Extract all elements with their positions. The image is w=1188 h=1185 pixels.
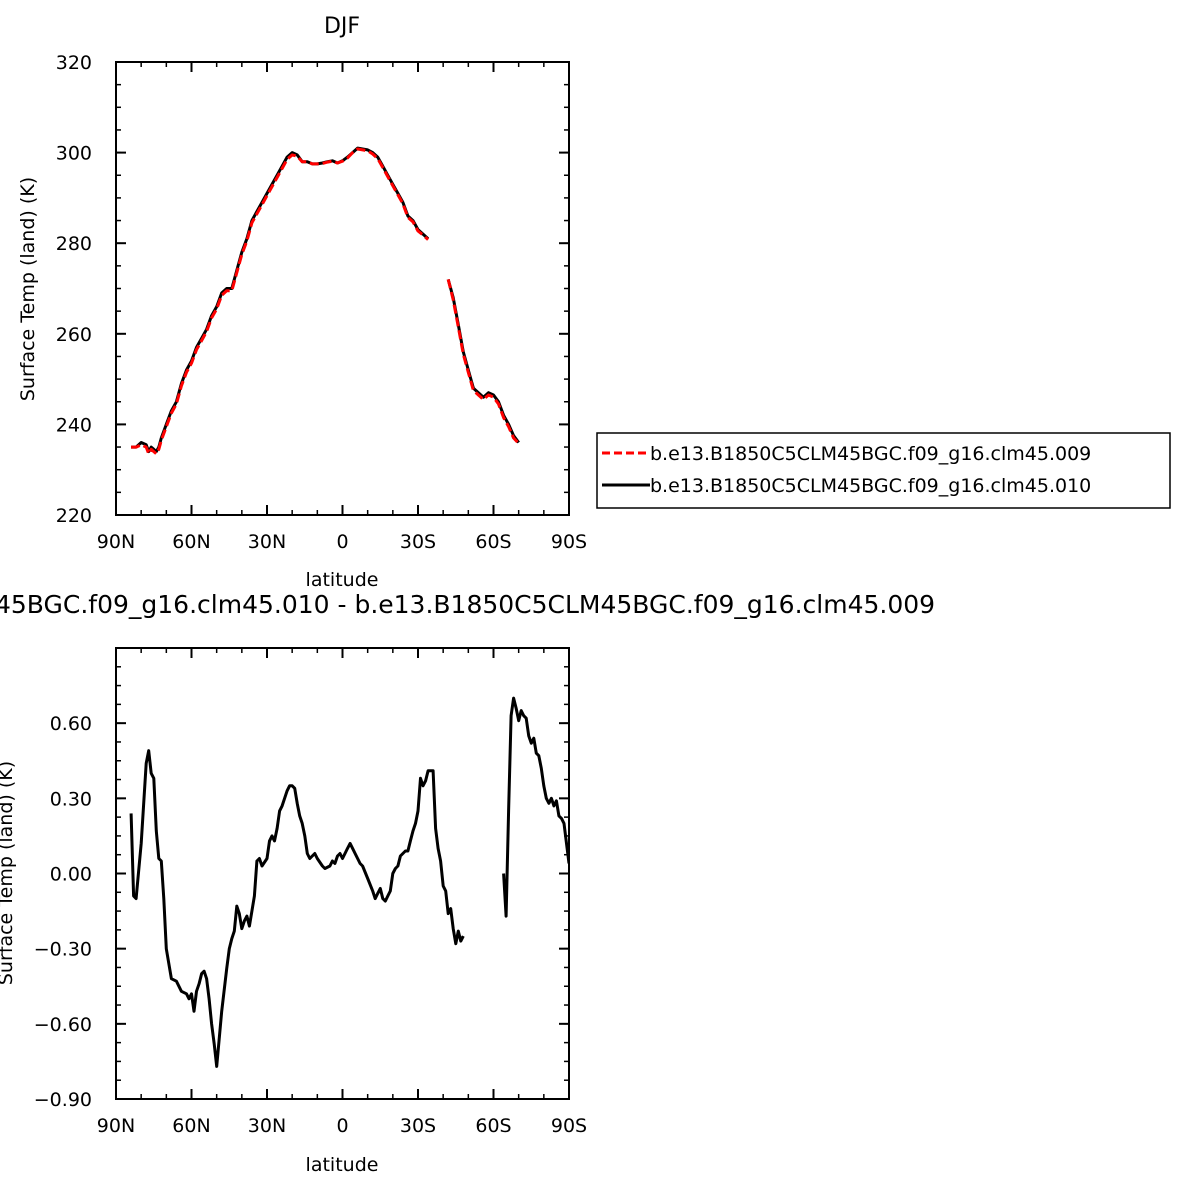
x-tick-label: 90N [97, 1115, 135, 1137]
x-tick-label: 30S [400, 531, 436, 553]
y-tick-label: 300 [56, 143, 92, 165]
series-line [502, 696, 569, 918]
bottom-x-axis-label: latitude [306, 1154, 379, 1176]
x-tick-label: 60N [172, 531, 210, 553]
x-tick-label: 60N [172, 1115, 210, 1137]
legend-box [596, 432, 1171, 509]
legend-label-010: b.e13.B1850C5CLM45BGC.f09_g16.clm45.010 [650, 475, 1091, 497]
top-y-axis-label: Surface Temp (land) (K) [17, 177, 39, 401]
x-tick-label: 0 [336, 531, 348, 553]
y-tick-label: −0.90 [34, 1089, 92, 1111]
y-tick-label: 280 [56, 233, 92, 255]
series-line-dashed [446, 279, 520, 445]
x-tick-label: 90S [551, 1115, 587, 1137]
x-tick-label: 30S [400, 1115, 436, 1137]
bottom-y-axis-label: Surface Temp (land) (K) [0, 761, 17, 985]
top-x-axis: 90N 60N 30N 0 30S 60S 90S [97, 62, 587, 553]
bottom-y-axis: −0.90 −0.60 −0.30 0.00 0.30 0.60 [34, 647, 569, 1111]
y-tick-label: 220 [56, 505, 92, 527]
bottom-series-layer [129, 696, 569, 1068]
y-tick-label: 320 [56, 52, 92, 74]
x-tick-label: 90N [97, 531, 135, 553]
bottom-chart-title: b.e13.B1850C5CLM45BGC.f09_g16.clm45.010 … [0, 590, 935, 619]
x-tick-label: 30N [248, 1115, 286, 1137]
x-tick-label: 60S [475, 531, 511, 553]
y-tick-label: 0.00 [50, 864, 92, 886]
legend-label-009: b.e13.B1850C5CLM45BGC.f09_g16.clm45.009 [650, 443, 1091, 465]
top-chart-title: DJF [324, 14, 360, 39]
x-tick-label: 30N [248, 531, 286, 553]
top-x-axis-label: latitude [306, 569, 379, 591]
y-tick-label: −0.60 [34, 1014, 92, 1036]
legend: b.e13.B1850C5CLM45BGC.f09_g16.clm45.009 … [596, 432, 1171, 509]
x-tick-label: 60S [475, 1115, 511, 1137]
bottom-x-axis: 90N 60N 30N 0 30S 60S 90S [97, 648, 587, 1137]
series-line [129, 749, 465, 1068]
x-tick-label: 90S [551, 531, 587, 553]
top-y-axis: 220 240 260 280 300 320 [56, 52, 569, 527]
x-tick-label: 0 [336, 1115, 348, 1137]
y-tick-label: 260 [56, 324, 92, 346]
series-line [446, 279, 520, 444]
bottom-plot-frame [115, 647, 570, 1100]
bottom-panel: b.e13.B1850C5CLM45BGC.f09_g16.clm45.010 … [0, 590, 935, 1176]
y-tick-label: 240 [56, 414, 92, 436]
series-line-dashed [131, 147, 430, 456]
y-tick-label: 0.60 [50, 713, 92, 735]
top-series-layer [131, 146, 520, 456]
y-tick-label: 0.30 [50, 788, 92, 810]
y-tick-label: −0.30 [34, 939, 92, 961]
top-plot-frame [115, 61, 570, 516]
